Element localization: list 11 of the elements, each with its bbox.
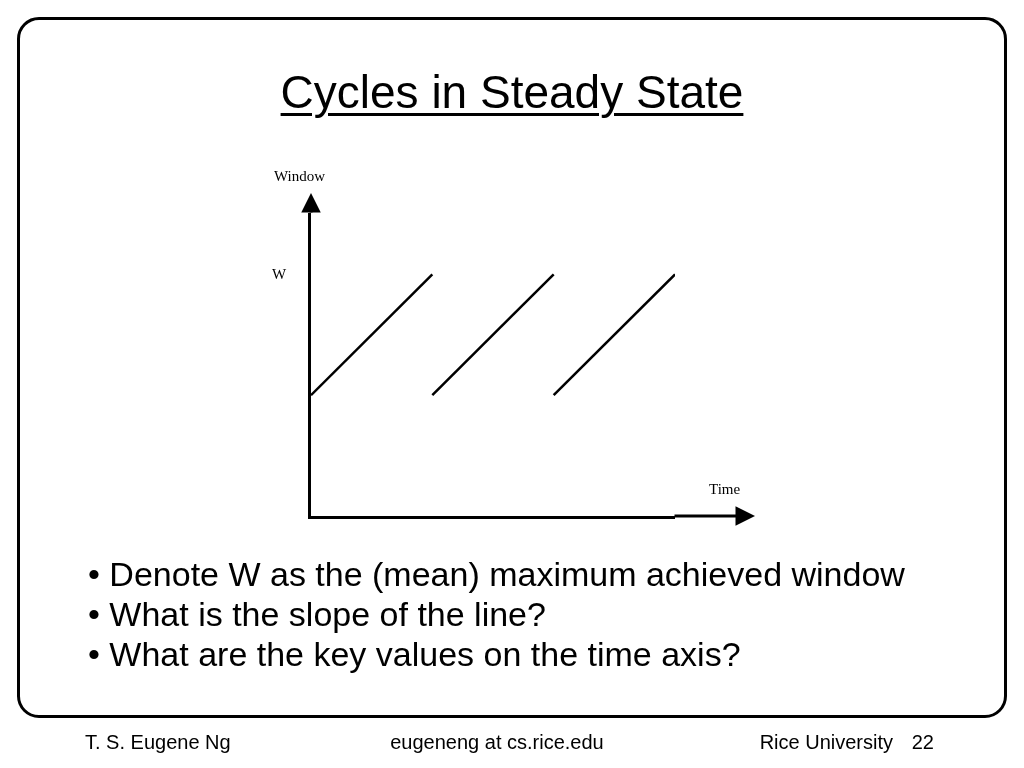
- text: • Denote W as the (mean) maximum achieved window: [88, 554, 905, 594]
- text: T. S. Eugene Ng: [85, 731, 231, 753]
- text: eugeneng at cs.rice.edu: [390, 731, 604, 753]
- text: Rice University: [759, 731, 893, 753]
- text: Window: [274, 168, 326, 184]
- text: W: [272, 266, 287, 282]
- text: 22: [911, 731, 934, 753]
- x-axis-title: Time: [709, 481, 741, 497]
- chart-title: Cycles in Steady State: [279, 66, 745, 118]
- text: • What is the slope of the line?: [88, 594, 547, 634]
- text: • What are the key values on the time axis?: [88, 634, 742, 674]
